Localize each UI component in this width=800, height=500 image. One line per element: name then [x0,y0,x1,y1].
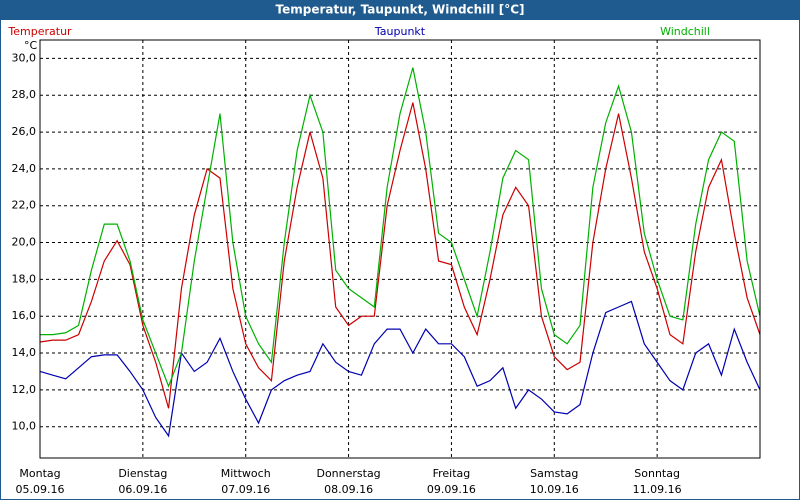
legend-label: Windchill [660,25,710,38]
y-tick-label: 18,0 [12,272,37,285]
x-tick-date: 07.09.16 [221,483,270,496]
y-tick-label: 10,0 [12,420,37,433]
y-tick-label: 30,0 [12,51,37,64]
y-tick-label: 28,0 [12,88,37,101]
x-tick-date: 05.09.16 [16,483,65,496]
x-tick-date: 10.09.16 [530,483,579,496]
x-tick-date: 09.09.16 [427,483,476,496]
lines [39,67,761,438]
y-unit: °C [24,39,38,52]
x-tick-label: Donnerstag [316,467,380,480]
series-line [40,67,761,388]
chart-title: Temperatur, Taupunkt, Windchill [°C] [276,3,525,17]
series-line [39,102,761,409]
x-tick-label: Freitag [433,467,471,480]
legend-label: Temperatur [7,25,72,38]
legend-label: Taupunkt [374,25,426,38]
x-tick-date: 08.09.16 [324,483,373,496]
y-tick-label: 24,0 [12,162,37,175]
x-tick-label: Dienstag [118,467,167,480]
series-line [39,300,761,438]
x-tick-date: 06.09.16 [118,483,167,496]
y-tick-label: 12,0 [12,383,37,396]
y-tick-label: 16,0 [12,309,37,322]
y-tick-label: 14,0 [12,346,37,359]
x-tick-date: 11.09.16 [633,483,682,496]
x-tick-label: Samstag [530,467,578,480]
y-tick-label: 22,0 [12,199,37,212]
x-tick-label: Sonntag [634,467,680,480]
title-bar [0,0,800,20]
y-tick-label: 20,0 [12,236,37,249]
y-tick-label: 26,0 [12,125,37,138]
plot-frame [39,39,761,459]
x-tick-label: Mittwoch [221,467,271,480]
x-tick-label: Montag [19,467,60,480]
